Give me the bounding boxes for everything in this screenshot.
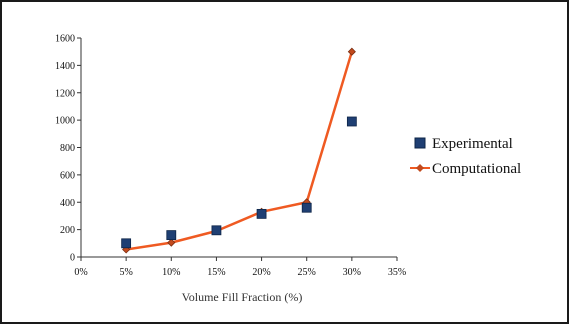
data-point-experimental (301, 202, 312, 213)
x-tick-label: 35% (388, 267, 406, 278)
x-tick-label: 5% (119, 267, 132, 278)
data-point-experimental (256, 208, 267, 219)
legend: Experimental Computational (410, 136, 521, 177)
y-tick-label: 800 (60, 143, 75, 154)
legend-label-computational: Computational (432, 161, 521, 177)
y-tick-label: 0 (70, 253, 75, 264)
legend-label-experimental: Experimental (432, 136, 513, 152)
x-axis-title: Volume Fill Fraction (%) (182, 290, 303, 304)
y-tick-label: 1400 (55, 61, 75, 72)
y-tick-label: 600 (60, 170, 75, 181)
x-tick-label: 20% (252, 267, 270, 278)
y-tick-label: 200 (60, 225, 75, 236)
data-point-experimental (346, 116, 357, 127)
x-tick-label: 30% (343, 267, 361, 278)
plot-area: 0 200 400 600 800 1000 1200 1400 1600 0% 5% 10% 15% 2… (55, 34, 406, 279)
y-tick-label: 400 (60, 198, 75, 209)
x-tick-label: 15% (207, 267, 225, 278)
y-tick-label: 1200 (55, 88, 75, 99)
data-point-computational (167, 238, 176, 247)
x-tick-label: 25% (298, 267, 316, 278)
data-point-experimental (211, 225, 222, 236)
y-tick-label: 1000 (55, 116, 75, 127)
legend-marker-computational (416, 164, 424, 172)
y-tick-label: 1600 (55, 34, 75, 45)
data-point-experimental (166, 230, 177, 241)
series-line-computational (125, 51, 354, 251)
x-tick-label: 0% (74, 267, 87, 278)
legend-marker-experimental (414, 137, 426, 149)
x-tick-label: 10% (162, 267, 180, 278)
data-point-computational (347, 47, 356, 56)
data-point-experimental (121, 238, 132, 249)
